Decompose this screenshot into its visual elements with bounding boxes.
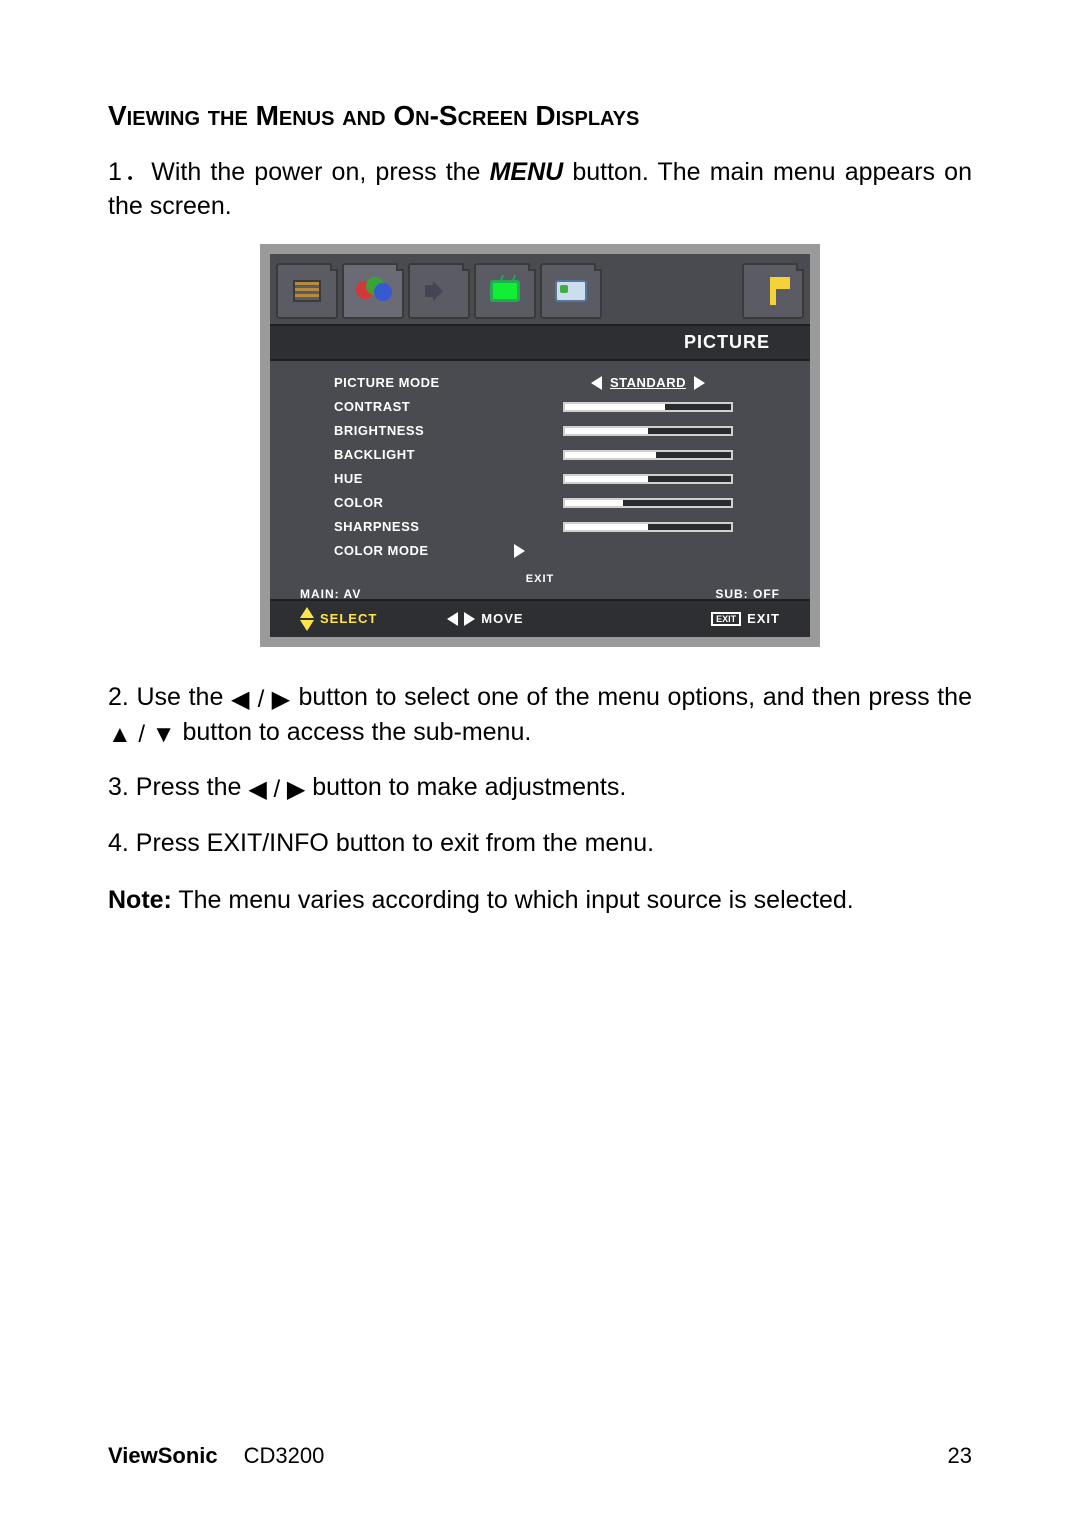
osd-tab-color[interactable] bbox=[342, 263, 404, 319]
osd-footer-move: MOVE bbox=[447, 611, 523, 626]
step-3-text-b: button to make adjustments. bbox=[305, 773, 626, 801]
osd-footer-select-label: SELECT bbox=[320, 611, 377, 626]
osd-header: PICTURE bbox=[270, 324, 810, 361]
slash-sym: / bbox=[250, 686, 271, 713]
osd-row-label: COLOR MODE bbox=[334, 543, 514, 558]
step-3: 3. Press the ◀ / ▶ button to make adjust… bbox=[108, 771, 972, 806]
right-icon bbox=[464, 612, 475, 626]
osd-row-label: CONTRAST bbox=[334, 399, 514, 414]
flag-icon bbox=[770, 277, 776, 305]
osd-row-label: BRIGHTNESS bbox=[334, 423, 514, 438]
left-arrow-sym-2: ◀ bbox=[248, 776, 266, 803]
note-text: The menu varies according to which input… bbox=[172, 886, 854, 914]
right-arrow-sym: ▶ bbox=[272, 686, 291, 713]
right-arrow-icon[interactable] bbox=[514, 544, 525, 558]
osd-slider[interactable] bbox=[563, 498, 733, 508]
slash-sym-2: / bbox=[132, 721, 152, 748]
osd-slider[interactable] bbox=[563, 450, 733, 460]
step-1-text-a: 1．With the power on, press the bbox=[108, 158, 490, 186]
left-arrow-sym: ◀ bbox=[231, 686, 250, 713]
down-icon bbox=[300, 620, 314, 631]
osd-tabs bbox=[270, 254, 810, 324]
menu-word: MENU bbox=[490, 158, 564, 186]
exit-box-icon: EXIT bbox=[711, 612, 741, 626]
osd-row-value bbox=[514, 474, 782, 484]
osd-row-value bbox=[514, 544, 782, 558]
osd-row-label: SHARPNESS bbox=[334, 519, 514, 534]
osd-status-right: SUB: OFF bbox=[715, 587, 780, 597]
note: Note: The menu varies according to which… bbox=[108, 886, 972, 915]
osd-status-left: MAIN: AV bbox=[300, 587, 361, 597]
osd-row[interactable]: BRIGHTNESS bbox=[334, 419, 782, 443]
osd-row-value: STANDARD bbox=[514, 375, 782, 390]
osd-row-label: PICTURE MODE bbox=[334, 375, 514, 390]
osd-body: PICTURE MODE STANDARD CONTRAST BRIGHTNESS BA… bbox=[270, 361, 810, 569]
step-1: 1．With the power on, press the MENU butt… bbox=[108, 156, 972, 224]
osd-tab-card[interactable] bbox=[540, 263, 602, 319]
step-2-text-b: button to select one of the menu options… bbox=[291, 683, 972, 711]
osd-slider[interactable] bbox=[563, 402, 733, 412]
up-arrow-sym: ▲ bbox=[108, 721, 132, 748]
osd-row-label: COLOR bbox=[334, 495, 514, 510]
osd-row[interactable]: COLOR MODE bbox=[334, 539, 782, 563]
osd-slider[interactable] bbox=[563, 522, 733, 532]
osd-row-label: HUE bbox=[334, 471, 514, 486]
osd-screenshot: PICTURE PICTURE MODE STANDARD CONTRAST BRIG… bbox=[260, 244, 820, 647]
tv-icon bbox=[490, 280, 520, 302]
step-2-text-c: button to access the sub-menu. bbox=[176, 718, 532, 746]
step-2: 2. Use the ◀ / ▶ button to select one of… bbox=[108, 681, 972, 752]
rgb-icon bbox=[356, 277, 390, 305]
up-icon bbox=[300, 607, 314, 618]
osd-tab-language[interactable] bbox=[742, 263, 804, 319]
osd-tab-audio[interactable] bbox=[408, 263, 470, 319]
osd-footer-select: SELECT bbox=[300, 607, 377, 631]
footer-brand: ViewSonic bbox=[108, 1443, 218, 1469]
note-label: Note: bbox=[108, 886, 172, 914]
osd-footer-exit-label: EXIT bbox=[747, 611, 780, 626]
page-footer: ViewSonic CD3200 23 bbox=[108, 1443, 972, 1469]
osd-row[interactable]: PICTURE MODE STANDARD bbox=[334, 371, 782, 395]
osd-footer-move-label: MOVE bbox=[481, 611, 523, 626]
slash-sym-3: / bbox=[267, 776, 287, 803]
osd-row-value bbox=[514, 402, 782, 412]
osd-row[interactable]: COLOR bbox=[334, 491, 782, 515]
osd-footer-exit: EXIT EXIT bbox=[711, 611, 780, 626]
step-3-text-a: 3. Press the bbox=[108, 773, 248, 801]
osd-status-line: MAIN: AV SUB: OFF bbox=[270, 587, 810, 599]
down-arrow-sym: ▼ bbox=[152, 721, 176, 748]
osd-footer: SELECT MOVE EXIT EXIT bbox=[270, 599, 810, 637]
step-2-text-a: 2. Use the bbox=[108, 683, 231, 711]
footer-model: CD3200 bbox=[244, 1443, 325, 1469]
osd-row-value bbox=[514, 522, 782, 532]
osd-row[interactable]: BACKLIGHT bbox=[334, 443, 782, 467]
osd-row-value bbox=[514, 498, 782, 508]
osd-select-value: STANDARD bbox=[602, 375, 694, 390]
osd-row[interactable]: SHARPNESS bbox=[334, 515, 782, 539]
left-arrow-icon[interactable] bbox=[591, 376, 602, 390]
section-title: Viewing the Menus and On-Screen Displays bbox=[108, 100, 972, 132]
list-icon bbox=[293, 280, 321, 302]
right-arrow-sym-2: ▶ bbox=[287, 776, 305, 803]
osd-row-label: BACKLIGHT bbox=[334, 447, 514, 462]
footer-page-number: 23 bbox=[948, 1443, 972, 1469]
osd-exit-label: EXIT bbox=[270, 569, 810, 587]
osd-row-value bbox=[514, 450, 782, 460]
osd-row[interactable]: CONTRAST bbox=[334, 395, 782, 419]
osd-slider[interactable] bbox=[563, 426, 733, 436]
right-arrow-icon[interactable] bbox=[694, 376, 705, 390]
card-icon bbox=[555, 280, 587, 302]
osd-slider[interactable] bbox=[563, 474, 733, 484]
osd-tab-picture-settings[interactable] bbox=[276, 263, 338, 319]
speaker-icon bbox=[425, 279, 453, 303]
step-4: 4. Press EXIT/INFO button to exit from t… bbox=[108, 827, 972, 861]
osd-tab-tv[interactable] bbox=[474, 263, 536, 319]
osd-row[interactable]: HUE bbox=[334, 467, 782, 491]
left-icon bbox=[447, 612, 458, 626]
osd-row-value bbox=[514, 426, 782, 436]
